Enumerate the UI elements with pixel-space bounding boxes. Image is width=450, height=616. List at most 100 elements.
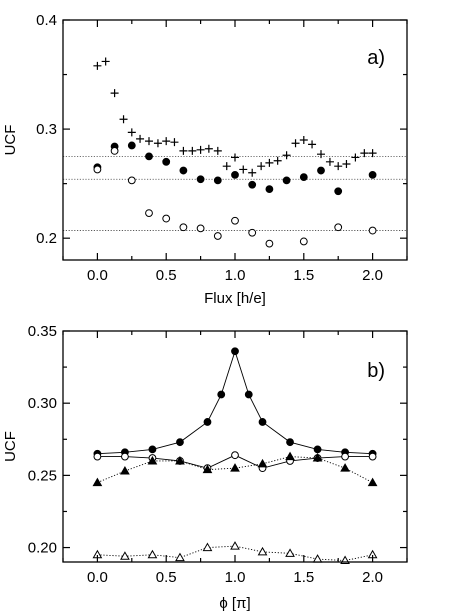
x-tick-label: 2.0 [362,267,383,284]
data-point [179,223,188,232]
data-point [244,390,253,399]
data-point [147,549,158,559]
data-point [299,237,308,246]
data-point [127,128,136,137]
data-point [257,546,268,556]
data-point [325,157,334,166]
data-point [196,175,205,184]
panel-label: b) [367,360,385,382]
data-point [299,136,308,144]
x-tick-label: 1.5 [293,569,314,586]
x-tick-label: 1.5 [293,267,314,284]
y-tick-label: 0.25 [28,467,57,484]
data-point [340,463,350,472]
data-point [204,144,213,153]
data-point [239,165,248,174]
data-point [351,153,360,162]
data-point [282,176,291,185]
data-point [202,542,213,552]
data-point [342,160,351,168]
x-tick-label: 0.0 [87,267,108,284]
data-point [368,226,377,235]
data-point [222,162,231,171]
panel-b: 0.0 0.5 1.0 1.5 2.0 0.20 0.25 0.30 0.35 ϕ [π] UCF b… [2,323,408,612]
data-point [360,149,369,158]
data-point [334,162,343,171]
data-point [285,548,295,557]
data-point [176,438,184,447]
data-point [299,173,308,181]
data-point [179,166,188,175]
panel-label: a) [367,47,385,69]
data-point [273,156,282,165]
data-point [148,445,157,454]
data-point [188,146,197,155]
data-point [308,140,317,149]
data-point [136,134,145,143]
data-point [145,152,153,161]
y-tick-label: 0.4 [36,12,57,29]
data-point [257,458,268,468]
y-tick-label: 0.35 [28,323,57,340]
data-point [213,176,222,185]
x-axis-label: ϕ [π] [219,595,250,612]
y-tick-label: 0.3 [36,121,57,138]
data-point [170,138,179,147]
data-point [110,147,119,155]
data-point [119,115,128,124]
data-point [291,139,300,148]
data-point [367,477,378,487]
data-point [282,151,291,160]
data-point [217,390,226,399]
series-line [97,349,373,455]
data-point [368,149,377,158]
data-point [248,228,257,237]
data-point [213,232,222,240]
data-point [231,451,239,460]
data-point [258,418,267,426]
x-tick-label: 0.0 [87,569,108,586]
data-point [231,153,239,162]
panel-a: 0.0 0.5 1.0 1.5 2.0 0.2 0.3 0.4 Flux [h/e] UCF a) [2,12,408,307]
plot-frame [62,330,408,563]
data-point [317,166,325,175]
x-tick-label: 0.5 [156,267,177,284]
data-point [265,239,274,248]
data-point [202,464,213,474]
x-tick-label: 1.0 [225,267,246,284]
x-tick-label: 2.0 [362,569,383,586]
data-point [196,224,205,233]
x-tick-label: 0.5 [156,569,177,586]
data-point [121,452,129,461]
data-point [120,466,130,475]
data-point [162,137,171,146]
data-point [313,445,322,454]
data-point [265,158,274,167]
data-point [334,187,343,196]
data-point [147,455,158,465]
data-point [92,477,103,487]
data-point [317,150,325,159]
data-point [286,438,294,447]
data-point [230,463,240,472]
data-point [285,451,295,461]
data-point [312,554,323,563]
data-point [231,347,239,356]
data-point [230,541,240,550]
data-point [175,552,185,562]
series-line [97,545,373,562]
x-axis-label: Flux [h/e] [204,290,266,307]
y-tick-label: 0.2 [36,230,57,247]
data-point [334,223,343,232]
data-point [93,165,102,174]
data-point [265,185,274,193]
data-point [248,168,257,177]
data-point [213,146,222,155]
y-tick-label: 0.30 [28,395,57,412]
data-point [145,137,153,146]
data-point [196,145,205,154]
data-point [110,89,119,98]
data-point [341,452,349,461]
data-point [145,209,153,217]
